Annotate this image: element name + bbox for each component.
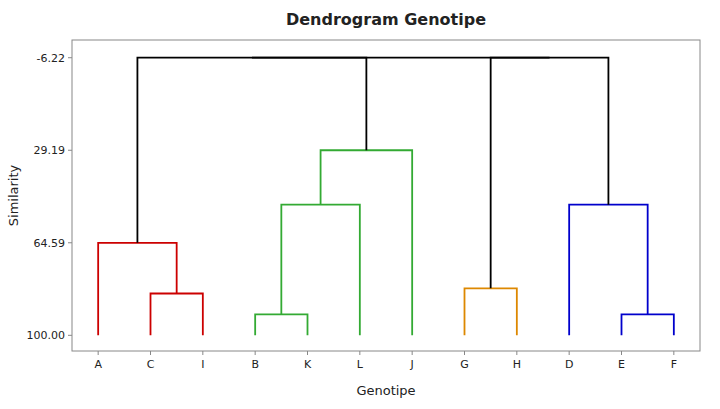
x-tick-label: J: [410, 358, 414, 371]
x-tick-label: B: [251, 358, 259, 371]
x-tick: [98, 351, 99, 355]
x-tick: [202, 351, 203, 355]
y-tick: [68, 242, 72, 243]
x-tick: [621, 351, 622, 355]
x-axis-label: Genotipe: [356, 383, 415, 398]
x-tick-label: H: [513, 358, 521, 371]
x-tick-label: A: [94, 358, 102, 371]
dendrogram-link: [569, 205, 648, 336]
x-tick: [673, 351, 674, 355]
links: [98, 58, 674, 336]
dendrogram-link: [465, 288, 517, 335]
dendrogram-link: [255, 314, 307, 335]
y-tick-label: 29.19: [34, 144, 66, 157]
plot-frame: [72, 40, 700, 351]
y-axis-label: Similarity: [6, 164, 21, 226]
x-tick: [307, 351, 308, 355]
x-tick-label: E: [618, 358, 625, 371]
x-tick: [359, 351, 360, 355]
chart: 100.00 64.59 29.19 -6.22 A C I B K L J G H D E F Dendrog…: [0, 0, 720, 409]
dendrogram-link: [137, 58, 366, 243]
y-tick: [68, 335, 72, 336]
dendrogram-link: [281, 205, 360, 336]
y-tick: [68, 57, 72, 58]
x-tick-label: G: [460, 358, 469, 371]
y-tick-label: 64.59: [34, 237, 66, 250]
x-tick: [150, 351, 151, 355]
y-tick-label: -6.22: [37, 52, 65, 65]
y-tick: [68, 150, 72, 151]
dendrogram-link: [252, 57, 550, 59]
chart-title: Dendrogram Genotipe: [286, 10, 486, 29]
x-tick-label: D: [565, 358, 573, 371]
x-tick: [255, 351, 256, 355]
dendrogram-link: [491, 58, 609, 289]
dendrogram-link: [98, 243, 177, 336]
x-tick-label: K: [304, 358, 312, 371]
x-tick-label: L: [357, 358, 364, 371]
x-tick: [464, 351, 465, 355]
y-tick-label: 100.00: [27, 329, 66, 342]
dendrogram-link: [321, 150, 413, 335]
dendrogram-link: [622, 314, 674, 335]
x-tick-label: I: [201, 358, 204, 371]
x-tick-label: C: [147, 358, 155, 371]
dendrogram-link: [151, 294, 203, 336]
x-tick: [569, 351, 570, 355]
x-tick-label: F: [671, 358, 677, 371]
x-tick: [412, 351, 413, 355]
x-tick: [516, 351, 517, 355]
